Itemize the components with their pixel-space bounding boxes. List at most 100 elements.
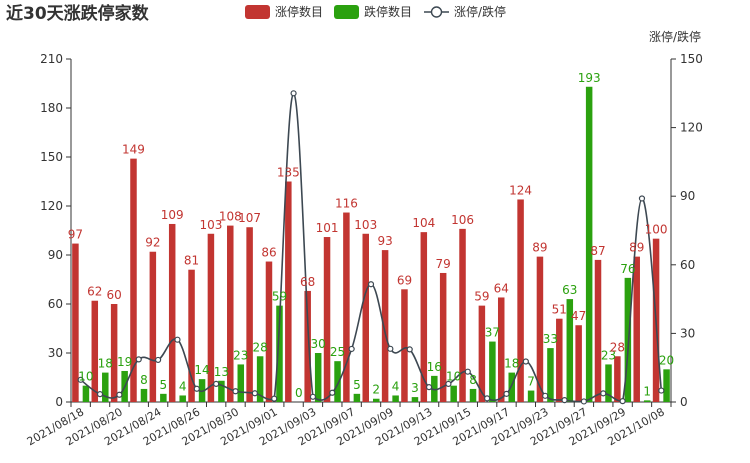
- bar-dieting: [179, 395, 186, 402]
- bar-zhangting: [614, 356, 621, 402]
- y-right-tick-label: 0: [680, 395, 688, 409]
- bar-zhangting: [362, 233, 369, 402]
- y-left-tick-label: 150: [40, 150, 63, 164]
- y-left-tick-label: 120: [40, 199, 63, 213]
- data-labels: 9710621860191498925109481141031310823107…: [68, 71, 674, 400]
- label-zhangting: 101: [316, 221, 339, 235]
- bar-zhangting: [227, 225, 234, 402]
- label-dieting: 0: [295, 386, 303, 400]
- ratio-point: [658, 387, 665, 394]
- bar-zhangting: [633, 256, 640, 402]
- bar-dieting: [256, 356, 264, 402]
- ratio-point: [542, 392, 549, 399]
- bar-dieting: [411, 397, 419, 402]
- label-zhangting: 79: [436, 257, 451, 271]
- label-zhangting: 116: [335, 197, 358, 211]
- label-dieting: 10: [446, 370, 461, 384]
- ratio-point: [619, 398, 626, 405]
- bar-zhangting: [459, 228, 466, 402]
- ratio-point: [348, 345, 355, 353]
- bar-zhangting: [265, 261, 273, 402]
- legend-label-ratio: 涨停/跌停: [454, 4, 506, 19]
- label-zhangting: 86: [261, 246, 276, 260]
- ratio-point: [96, 391, 104, 398]
- ratio-point: [213, 380, 220, 387]
- bar-zhangting: [72, 243, 79, 402]
- label-zhangting: 135: [277, 166, 300, 180]
- bar-dieting: [566, 299, 574, 402]
- bar-dieting: [353, 393, 361, 402]
- ratio-point: [522, 358, 529, 365]
- label-dieting: 25: [330, 345, 345, 359]
- ratio-point: [77, 376, 84, 383]
- y-right-tick-label: 90: [680, 189, 695, 203]
- label-dieting: 28: [252, 340, 267, 354]
- label-dieting: 63: [562, 283, 577, 297]
- label-dieting: 2: [372, 383, 380, 397]
- ratio-point: [464, 368, 471, 375]
- bar-zhangting: [536, 256, 544, 402]
- label-dieting: 1: [643, 384, 651, 398]
- ratio-point: [484, 395, 491, 402]
- label-dieting: 5: [353, 378, 361, 392]
- bar-dieting: [82, 385, 90, 402]
- bar-zhangting: [381, 250, 389, 402]
- bar-dieting: [237, 364, 245, 402]
- label-zhangting: 149: [122, 143, 145, 157]
- bar-dieting: [392, 395, 399, 402]
- bar-zhangting: [401, 289, 408, 402]
- ratio-point: [561, 397, 568, 404]
- label-dieting: 8: [140, 373, 148, 387]
- label-zhangting: 89: [532, 241, 547, 255]
- legend-label-zhangting: 涨停数目: [275, 4, 323, 19]
- label-dieting: 23: [601, 348, 616, 362]
- bar-zhangting: [420, 232, 428, 402]
- label-dieting: 4: [392, 379, 400, 393]
- ratio-point: [329, 389, 336, 396]
- label-zhangting: 51: [552, 303, 567, 317]
- label-zhangting: 92: [145, 236, 160, 250]
- bar-zhangting: [130, 158, 137, 402]
- ratio-point: [174, 336, 181, 343]
- y-left-tick-label: 90: [48, 248, 63, 262]
- label-dieting: 13: [214, 365, 229, 379]
- bar-dieting: [527, 390, 535, 402]
- label-dieting: 14: [194, 363, 209, 377]
- bar-zhangting: [304, 290, 311, 402]
- bar-zhangting: [478, 305, 486, 402]
- legend-marker-ratio: [430, 6, 443, 18]
- bar-zhangting: [246, 227, 253, 402]
- ratio-point: [600, 390, 607, 397]
- ratio-point: [580, 398, 588, 405]
- bar-zhangting: [594, 259, 602, 402]
- label-zhangting: 47: [571, 309, 586, 323]
- label-dieting: 8: [469, 373, 477, 387]
- legend-label-dieting: 跌停数目: [364, 4, 412, 19]
- label-dieting: 33: [543, 332, 558, 346]
- label-zhangting: 60: [106, 288, 121, 302]
- bar-dieting: [508, 372, 515, 402]
- label-zhangting: 93: [377, 234, 392, 248]
- label-zhangting: 81: [184, 254, 199, 268]
- bar-zhangting: [497, 297, 505, 402]
- ratio-point: [135, 356, 142, 363]
- bar-zhangting: [285, 181, 292, 402]
- bar-dieting: [547, 348, 554, 402]
- label-dieting: 4: [179, 379, 187, 393]
- bar-dieting: [314, 353, 322, 402]
- label-zhangting: 64: [494, 281, 509, 295]
- bar-zhangting: [110, 304, 118, 402]
- bar-zhangting: [343, 212, 350, 402]
- label-zhangting: 104: [412, 216, 435, 230]
- bars: [72, 86, 670, 403]
- ratio-point: [406, 346, 413, 353]
- label-zhangting: 87: [590, 244, 605, 258]
- label-zhangting: 89: [629, 241, 644, 255]
- label-zhangting: 108: [219, 210, 242, 224]
- y-right-axis-title: 涨停/跌停: [649, 29, 701, 44]
- bar-zhangting: [575, 325, 582, 402]
- label-zhangting: 28: [610, 340, 625, 354]
- y-left-tick-label: 210: [40, 52, 63, 66]
- label-zhangting: 107: [238, 211, 261, 225]
